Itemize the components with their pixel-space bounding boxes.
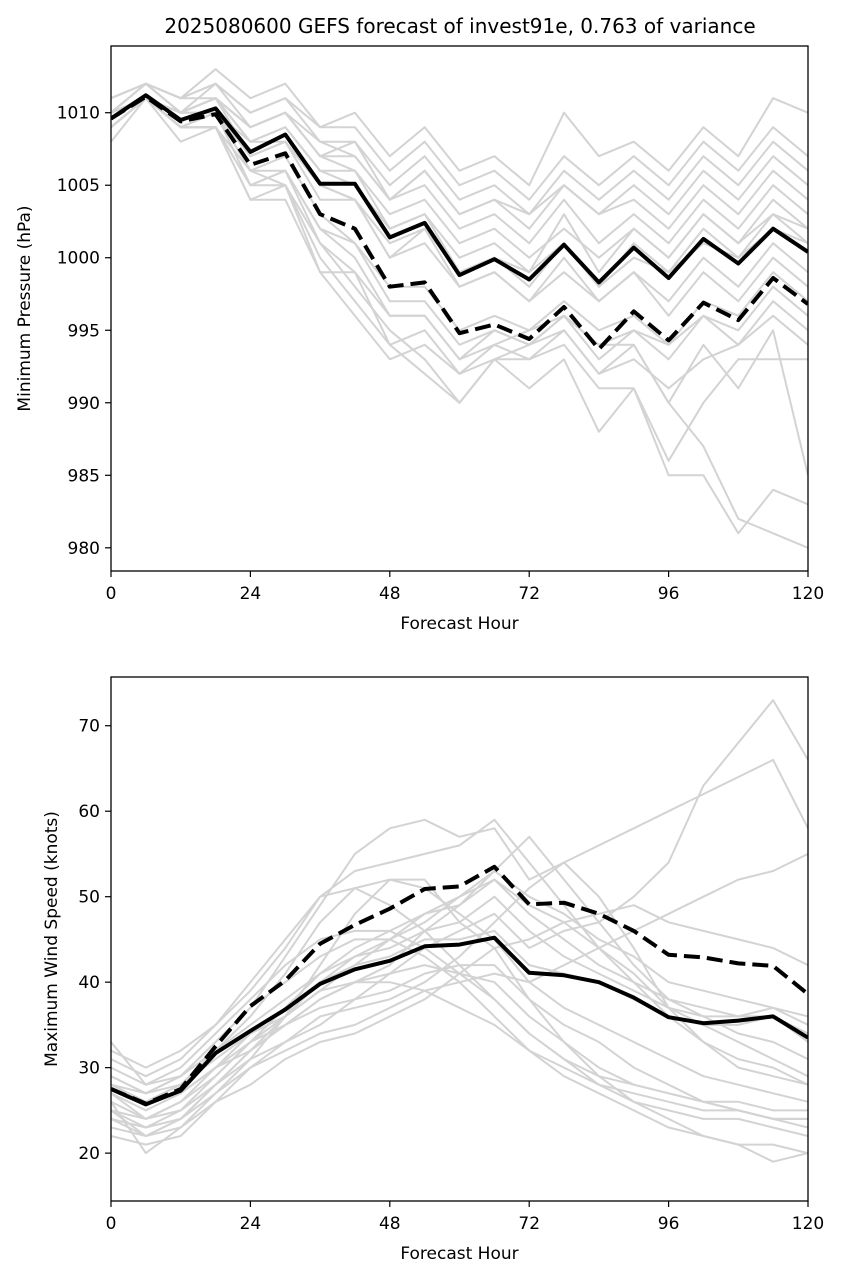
- x-axis-label: Forecast Hour: [400, 614, 518, 634]
- x-tick-label: 120: [792, 1214, 824, 1234]
- y-tick-label: 20: [78, 1144, 100, 1164]
- x-tick-label: 72: [518, 1214, 540, 1234]
- member-series-line: [111, 758, 808, 1129]
- x-axis-label: Forecast Hour: [400, 1244, 518, 1264]
- plot-frame: [110, 676, 809, 1202]
- member-series-line: [111, 818, 808, 1086]
- member-series-line: [111, 68, 808, 187]
- member-series-line: [111, 878, 808, 1103]
- plot-frame: [110, 45, 809, 572]
- member-series-line: [111, 82, 808, 245]
- member-series-line: [111, 981, 808, 1120]
- x-tick-label: 48: [379, 1214, 401, 1234]
- x-tick-label: 24: [240, 584, 262, 604]
- member-series-line: [111, 97, 808, 230]
- x-tick-label: 120: [792, 584, 824, 604]
- series-group: [111, 68, 808, 549]
- y-tick-label: 60: [78, 802, 100, 822]
- y-tick-label: 1005: [57, 176, 100, 196]
- y-tick-label: 985: [68, 466, 100, 486]
- x-tick-label: 96: [658, 1214, 680, 1234]
- y-tick-label: 980: [68, 539, 100, 559]
- series-group: [111, 699, 808, 1163]
- dashed-series-line: [111, 94, 808, 352]
- wind-panel: 0 24 48 72 96 120 20 30 40 50 60 70 Forecast Hour Max…: [42, 676, 824, 1264]
- mean-series-line: [111, 93, 808, 285]
- x-tick-label: 72: [518, 584, 540, 604]
- member-series-line: [111, 895, 808, 1095]
- x-tick-label: 0: [106, 1214, 117, 1234]
- x-tick-label: 96: [658, 584, 680, 604]
- member-series-line: [111, 97, 808, 404]
- member-series-line: [111, 82, 808, 317]
- chart-title: 2025080600 GEFS forecast of invest91e, 0…: [164, 14, 755, 38]
- member-series-line: [111, 97, 808, 361]
- y-tick-label: 40: [78, 973, 100, 993]
- y-tick-label: 990: [68, 394, 100, 414]
- x-tick-label: 48: [379, 584, 401, 604]
- y-tick-label: 995: [68, 321, 100, 341]
- member-series-line: [111, 853, 808, 1137]
- y-tick-label: 1010: [57, 104, 100, 124]
- member-series-line: [111, 97, 808, 549]
- x-tick-label: 24: [240, 1214, 262, 1234]
- y-tick-label: 70: [78, 717, 100, 737]
- x-tick-label: 0: [106, 584, 117, 604]
- y-axis-label: Maximum Wind Speed (knots): [42, 811, 62, 1067]
- y-tick-label: 1000: [57, 249, 100, 269]
- y-axis-label: Minimum Pressure (hPa): [15, 205, 35, 411]
- member-series-line: [111, 870, 808, 1137]
- member-series-line: [111, 82, 808, 201]
- mean-series-line: [111, 935, 808, 1107]
- dashed-series-line: [111, 864, 808, 1106]
- member-series-line: [111, 887, 808, 1112]
- member-series-line: [111, 699, 808, 1137]
- member-series-line: [111, 878, 808, 1129]
- pressure-panel: 0 24 48 72 96 120 980 985 990 995 1000 1005 1010 Fore…: [15, 45, 824, 634]
- y-tick-label: 30: [78, 1059, 100, 1079]
- y-tick-label: 50: [78, 888, 100, 908]
